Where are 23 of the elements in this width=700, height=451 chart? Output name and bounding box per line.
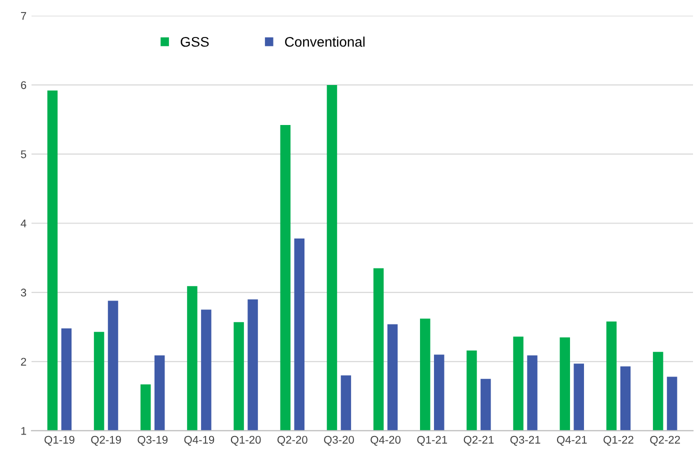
x-tick-label: Q2-20 [277,436,308,446]
y-tick-label: 7 [21,12,26,20]
x-tick-label: Q2-21 [464,436,494,446]
x-tick-label: Q2-22 [650,436,680,446]
x-tick-label: Q1-21 [417,436,448,446]
x-tick-label: Q4-21 [556,436,587,446]
y-tick-label: 2 [21,358,26,366]
x-tick-label: Q1-19 [44,436,74,446]
legend-label: GSS [180,36,209,47]
y-tick-label: 6 [21,81,26,90]
x-tick-label: Q1-20 [230,436,261,446]
x-tick-label: Q2-19 [91,436,121,446]
x-tick-label: Q3-20 [324,436,354,446]
y-tick-label: 3 [20,288,26,297]
x-tick-label: Q3-19 [138,436,168,446]
x-tick-label: Q4-20 [370,436,401,446]
y-tick-label: 1 [21,427,26,435]
y-tick-label: 4 [20,220,26,228]
y-tick-label: 5 [20,150,26,158]
x-tick-label: Q4-19 [184,436,214,446]
x-tick-label: Q1-22 [604,436,634,446]
legend-label: Conventional [285,36,365,47]
x-tick-label: Q3-21 [510,436,540,446]
